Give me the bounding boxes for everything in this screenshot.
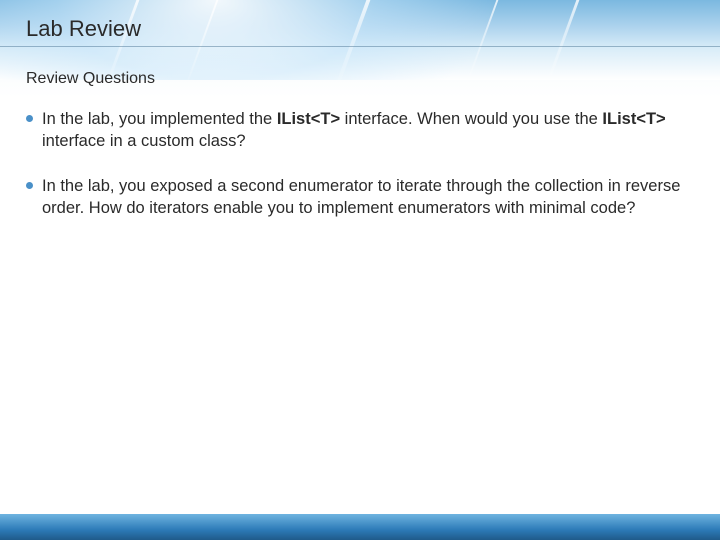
bullet-text-mid: interface. When would you use the <box>340 110 602 128</box>
bullet-bold-2: IList<T> <box>602 110 665 128</box>
bullet-bold-1: IList<T> <box>277 110 340 128</box>
slide-title: Lab Review <box>26 16 141 42</box>
bottom-bar <box>0 514 720 540</box>
bullet-item: In the lab, you implemented the IList<T>… <box>26 108 690 153</box>
content-area: In the lab, you implemented the IList<T>… <box>26 108 690 241</box>
bullet-text: In the lab, you exposed a second enumera… <box>42 177 680 217</box>
bullet-text-post: interface in a custom class? <box>42 132 246 150</box>
bullet-item: In the lab, you exposed a second enumera… <box>26 175 690 220</box>
bullet-dot-icon <box>26 115 33 122</box>
bullet-text-pre: In the lab, you implemented the <box>42 110 277 128</box>
bullet-dot-icon <box>26 182 33 189</box>
slide-subtitle: Review Questions <box>26 70 155 88</box>
title-underline <box>0 46 720 47</box>
